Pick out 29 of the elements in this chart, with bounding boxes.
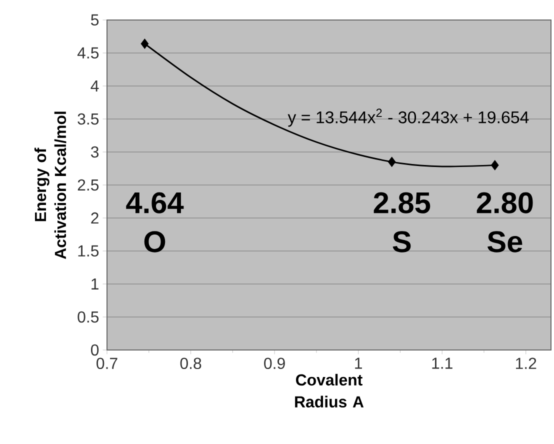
point (490, 160, 499, 170)
x-tick-label: 0.8 (180, 358, 202, 370)
y-tick-label: 4 (90, 80, 99, 92)
y-axis-title: Energy of Activation Kcal/mol (34, 112, 66, 259)
x-tick-label: 1 (355, 358, 362, 369)
annotation: y = 13.544x$^{2}$ - 30.243x + 19.654 (288, 108, 529, 127)
y-tick-label: 3 (90, 146, 99, 158)
y-tick-label: 2.5 (78, 179, 99, 191)
annotation: Se (488, 231, 522, 252)
annotation: 2.85 (374, 192, 430, 214)
y-tick-label: 0 (90, 344, 99, 356)
y-tick-label: 0.5 (78, 311, 99, 323)
point (140, 38, 149, 49)
annotation: 4.64 (126, 192, 184, 214)
annotation: 2.80 (476, 192, 533, 214)
annotation: O (144, 231, 166, 252)
y-tick-label: 5 (91, 14, 99, 26)
x-tick-label: 0.7 (96, 358, 118, 370)
y-tick-label: 2 (91, 212, 98, 224)
y-tick-label: 3.5 (78, 113, 99, 125)
y-tick-label: 4.5 (77, 47, 99, 59)
x-tick-label: 1.2 (516, 358, 536, 369)
annotation: S (392, 231, 411, 252)
y-tick-label: 1.5 (78, 245, 99, 257)
x-tick-label: 0.9 (264, 358, 285, 370)
y-tick-label: 1 (92, 278, 98, 290)
x-tick-label: 1.1 (432, 358, 452, 369)
point (388, 156, 396, 168)
x-axis-title: Covalent Radius A (295, 374, 364, 408)
